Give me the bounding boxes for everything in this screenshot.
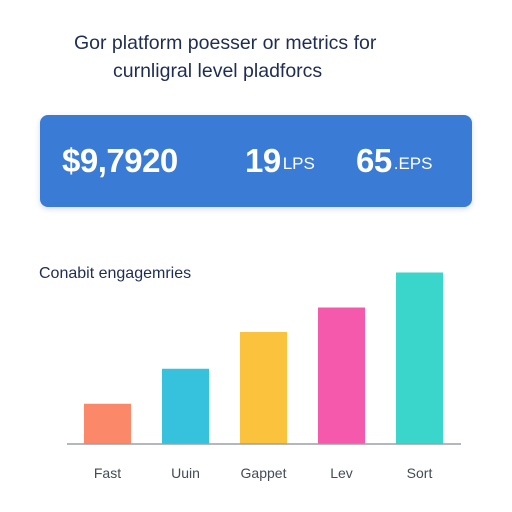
metric-eps-unit: .EPS — [393, 154, 433, 173]
bar-uuin — [162, 368, 209, 444]
x-tick-label-gappet: Gappet — [241, 465, 287, 481]
metric-eps-value: 65 — [356, 142, 392, 179]
metric-revenue: $9,7920 — [62, 115, 180, 207]
metrics-card: $9,7920 19 LPS 65 .EPS — [40, 115, 472, 207]
bar-gappet — [240, 332, 287, 444]
bar-fast — [84, 403, 131, 444]
chart-title: Conabit engagemries — [39, 265, 192, 282]
x-tick-labels: Fast Uuin Gappet Lev Sort — [94, 465, 433, 481]
header: Gor platform poesser or metrics for curn… — [0, 0, 512, 100]
bar-lev — [318, 307, 365, 444]
metric-lps: 19 LPS — [245, 115, 315, 207]
x-tick-label-lev: Lev — [330, 465, 353, 481]
metric-lps-unit: LPS — [282, 154, 315, 173]
x-tick-label-sort: Sort — [407, 465, 433, 481]
x-tick-label-uuin: Uuin — [171, 465, 200, 481]
header-title-line-1: Gor platform poesser or metrics for — [74, 32, 377, 54]
x-tick-label-fast: Fast — [94, 465, 121, 481]
header-title-line-2: curnligral level pladforcs — [113, 60, 323, 82]
metric-lps-value: 19 — [245, 142, 281, 179]
bar-group — [84, 272, 443, 444]
metric-revenue-value: $9,7920 — [62, 142, 178, 179]
metric-eps: 65 .EPS — [356, 115, 432, 207]
bar-sort — [396, 272, 443, 444]
